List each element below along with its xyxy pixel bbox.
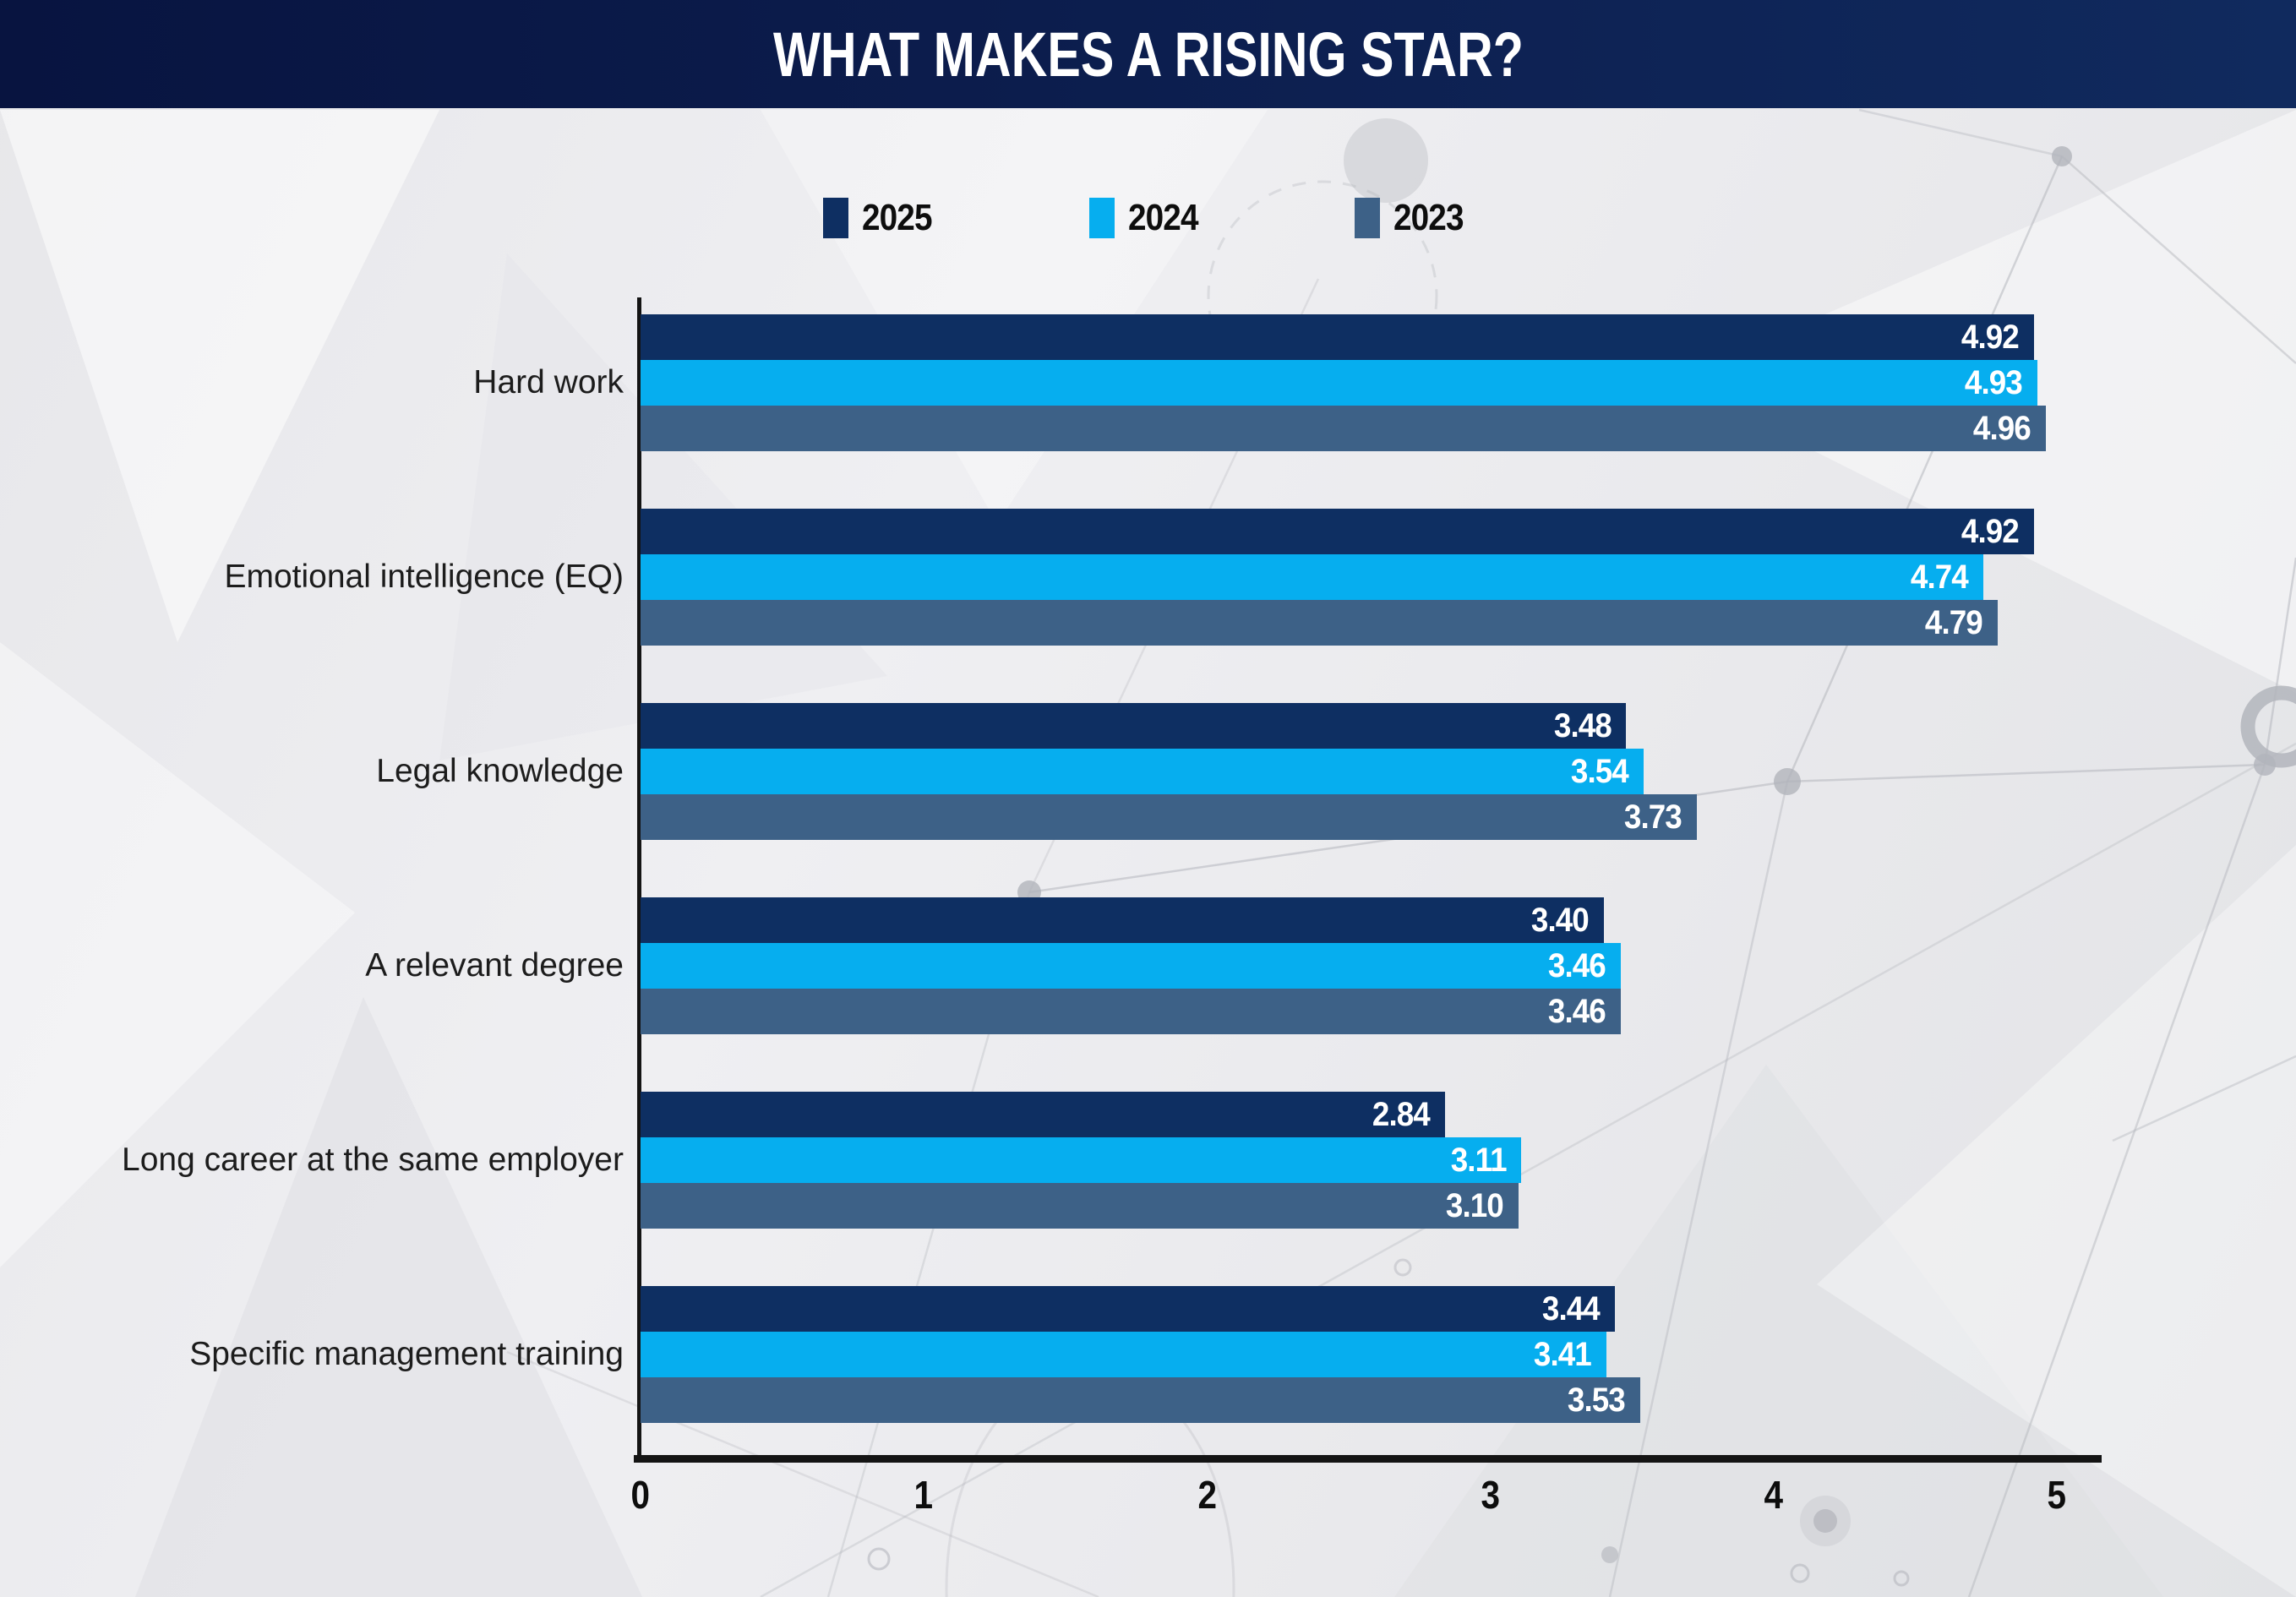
x-tick-text: 3 (1481, 1473, 1500, 1517)
bar-2025: 3.40 (641, 897, 1604, 943)
legend-item-2025: 2025 (822, 197, 941, 239)
x-tick-text: 1 (913, 1473, 934, 1517)
category-label: Long career at the same employer (122, 1141, 624, 1178)
category-label: Hard work (473, 363, 624, 401)
network-graphic (506, 108, 2296, 1597)
legend-item-2023: 2023 (1355, 197, 1473, 239)
title-bar: WHAT MAKES A RISING STAR? (0, 0, 2296, 108)
legend-swatch (1355, 198, 1381, 238)
x-tick-label: 2 (1156, 1472, 1257, 1518)
bar-value-label: 3.46 (1547, 992, 1606, 1030)
bar-2024: 3.46 (641, 943, 1621, 989)
bar-2023: 3.53 (641, 1377, 1641, 1423)
bar-value-label: 4.92 (1961, 512, 2020, 550)
bar-value-label: 3.46 (1547, 946, 1606, 984)
page-title: WHAT MAKES A RISING STAR? (772, 19, 1524, 90)
bar-value-label: 4.79 (1924, 603, 1983, 641)
bar-2025: 4.92 (641, 509, 2035, 554)
bar-value-label: 3.73 (1624, 798, 1682, 836)
legend-swatch (1088, 198, 1115, 238)
network-nodes (1017, 118, 2276, 1563)
bar-2024: 4.93 (641, 360, 2037, 406)
x-tick-label: 3 (1440, 1472, 1541, 1518)
bar-value-label: 4.92 (1961, 318, 2020, 356)
x-tick-text: 0 (630, 1473, 651, 1517)
bar-2024: 3.54 (641, 749, 1644, 794)
bar-value-label: 2.84 (1372, 1095, 1431, 1133)
x-tick-text: 2 (1197, 1473, 1217, 1517)
y-axis-line (637, 297, 641, 1458)
category-label: A relevant degree (365, 946, 624, 984)
category-label: Emotional intelligence (EQ) (224, 558, 624, 595)
legend-swatch (822, 198, 848, 238)
bar-2024: 4.74 (641, 554, 1983, 600)
category-label: Specific management training (189, 1335, 624, 1372)
category-label: Legal knowledge (376, 752, 624, 789)
bar-value-label: 4.74 (1910, 558, 1969, 596)
bar-2025: 4.92 (641, 314, 2035, 360)
bar-value-label: 3.44 (1542, 1289, 1601, 1327)
x-tick-label: 5 (2006, 1472, 2108, 1518)
bar-2023: 3.46 (641, 989, 1621, 1034)
bar-value-label: 4.96 (1972, 409, 2031, 447)
bar-value-label: 3.54 (1570, 752, 1629, 790)
bar-value-label: 3.53 (1568, 1381, 1626, 1419)
bar-2024: 3.11 (641, 1137, 1522, 1183)
x-tick-label: 0 (590, 1472, 691, 1518)
bar-value-label: 4.93 (1964, 363, 2023, 401)
bar-value-label: 3.48 (1553, 706, 1612, 744)
bar-value-label: 3.11 (1450, 1141, 1508, 1179)
bar-2023: 3.73 (641, 794, 1698, 840)
bar-2025: 3.48 (641, 703, 1627, 749)
legend-label: 2024 (1127, 197, 1199, 238)
bar-value-label: 3.41 (1534, 1335, 1592, 1373)
legend-label: 2025 (861, 197, 933, 238)
bar-2023: 3.10 (641, 1183, 1519, 1229)
bar-2025: 3.44 (641, 1286, 1616, 1332)
bar-2023: 4.96 (641, 406, 2046, 451)
x-tick-label: 1 (873, 1472, 974, 1518)
legend-label: 2023 (1393, 197, 1464, 238)
x-tick-text: 4 (1764, 1473, 1784, 1517)
bar-2023: 4.79 (641, 600, 1998, 646)
bar-2025: 2.84 (641, 1092, 1445, 1137)
bar-value-label: 3.40 (1530, 901, 1590, 939)
bar-value-label: 3.10 (1446, 1186, 1504, 1224)
chart-legend: 2025 2024 2023 (0, 193, 2296, 243)
bar-2024: 3.41 (641, 1332, 1607, 1377)
x-axis-line (634, 1455, 2102, 1463)
legend-item-2024: 2024 (1088, 197, 1208, 239)
x-tick-text: 5 (2047, 1473, 2067, 1517)
x-tick-label: 4 (1723, 1472, 1824, 1518)
